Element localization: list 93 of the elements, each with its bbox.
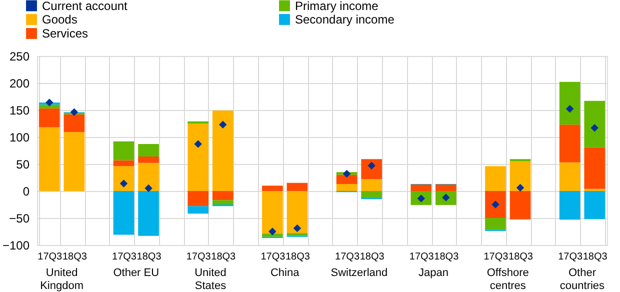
point (218, 120, 227, 128)
bar (336, 174, 358, 184)
point (70, 108, 78, 116)
point (293, 224, 302, 232)
x-tick-label: 17Q3 (260, 252, 286, 262)
bar (410, 184, 432, 191)
bar (188, 206, 208, 214)
bar (188, 124, 208, 191)
bar (361, 191, 382, 198)
text: Other countries (560, 267, 606, 292)
bar (138, 156, 159, 163)
text: United Kingdom (40, 267, 84, 292)
text: Switzerland (330, 267, 388, 279)
bar (188, 191, 208, 206)
bar (559, 82, 580, 125)
point (342, 170, 351, 178)
x-tick-label: 18Q3 (62, 252, 88, 262)
x-tick-label: 17Q3 (112, 252, 137, 262)
text: United States (194, 267, 227, 292)
point (46, 98, 54, 106)
y-tick-label: 0 (22, 184, 30, 198)
bar (485, 166, 506, 191)
legend-label: Secondary income (295, 12, 395, 26)
point (194, 140, 202, 148)
bar (584, 147, 606, 189)
bar (138, 191, 159, 236)
legend-label: Primary income (295, 0, 379, 13)
bar (436, 184, 456, 191)
bar (113, 160, 134, 166)
bar (138, 144, 159, 156)
bar (64, 114, 85, 132)
bar (510, 191, 531, 220)
bar (286, 233, 308, 236)
bar (38, 108, 60, 128)
point (268, 228, 276, 236)
legend-label: Goods (42, 12, 78, 26)
text: China (270, 267, 300, 279)
x-tick-label: 18Q3 (285, 252, 310, 262)
bar (38, 104, 60, 108)
bar (113, 166, 134, 191)
bar (212, 110, 234, 191)
x-tick-label: 17Q3 (38, 252, 63, 262)
text: Offshore centres (486, 267, 529, 292)
point (590, 124, 598, 132)
bar (64, 132, 85, 191)
legend-label: Current account (42, 0, 128, 13)
y-tick-label: −100 (2, 238, 30, 252)
text: Japan (418, 267, 449, 279)
x-tick-label: 18Q3 (136, 252, 162, 262)
legend-label: Services (42, 26, 88, 40)
x-tick-label: 18Q3 (582, 252, 608, 262)
bar (38, 127, 60, 191)
x-tick-label: 17Q3 (335, 252, 360, 262)
bar (113, 141, 134, 160)
x-tick-label: 17Q3 (409, 252, 434, 262)
bar (559, 124, 580, 162)
bar (262, 186, 283, 191)
x-tick-label: 18Q3 (211, 252, 236, 262)
bar (510, 161, 531, 191)
bar (584, 100, 606, 148)
bar (262, 234, 283, 237)
y-tick-label: −50 (9, 212, 30, 226)
bar (262, 191, 283, 234)
bar (361, 179, 382, 191)
bar (559, 191, 580, 220)
bar (212, 200, 234, 204)
bar (286, 182, 308, 191)
x-tick-label: 17Q3 (558, 252, 583, 262)
x-tick-label: 17Q3 (186, 252, 212, 262)
y-tick-label: 250 (9, 50, 30, 64)
bar (485, 191, 506, 218)
y-tick-label: 100 (9, 130, 30, 144)
x-tick-label: 17Q3 (484, 252, 509, 262)
bar (584, 191, 606, 220)
y-tick-label: 150 (9, 104, 30, 118)
bar (361, 159, 382, 180)
point (516, 184, 524, 192)
point (120, 180, 128, 188)
bar (212, 191, 234, 200)
point (566, 105, 574, 113)
y-tick-label: 50 (16, 158, 30, 172)
bar (485, 218, 506, 230)
text: Other EU (113, 267, 160, 279)
x-tick-label: 18Q3 (360, 252, 385, 262)
bar (336, 184, 358, 191)
bar (138, 162, 159, 191)
bar (559, 162, 580, 191)
bar (286, 191, 308, 234)
x-tick-label: 18Q3 (508, 252, 534, 262)
y-tick-label: 200 (9, 76, 30, 90)
point (144, 184, 152, 192)
bar (113, 191, 134, 235)
x-tick-label: 18Q3 (434, 252, 460, 262)
